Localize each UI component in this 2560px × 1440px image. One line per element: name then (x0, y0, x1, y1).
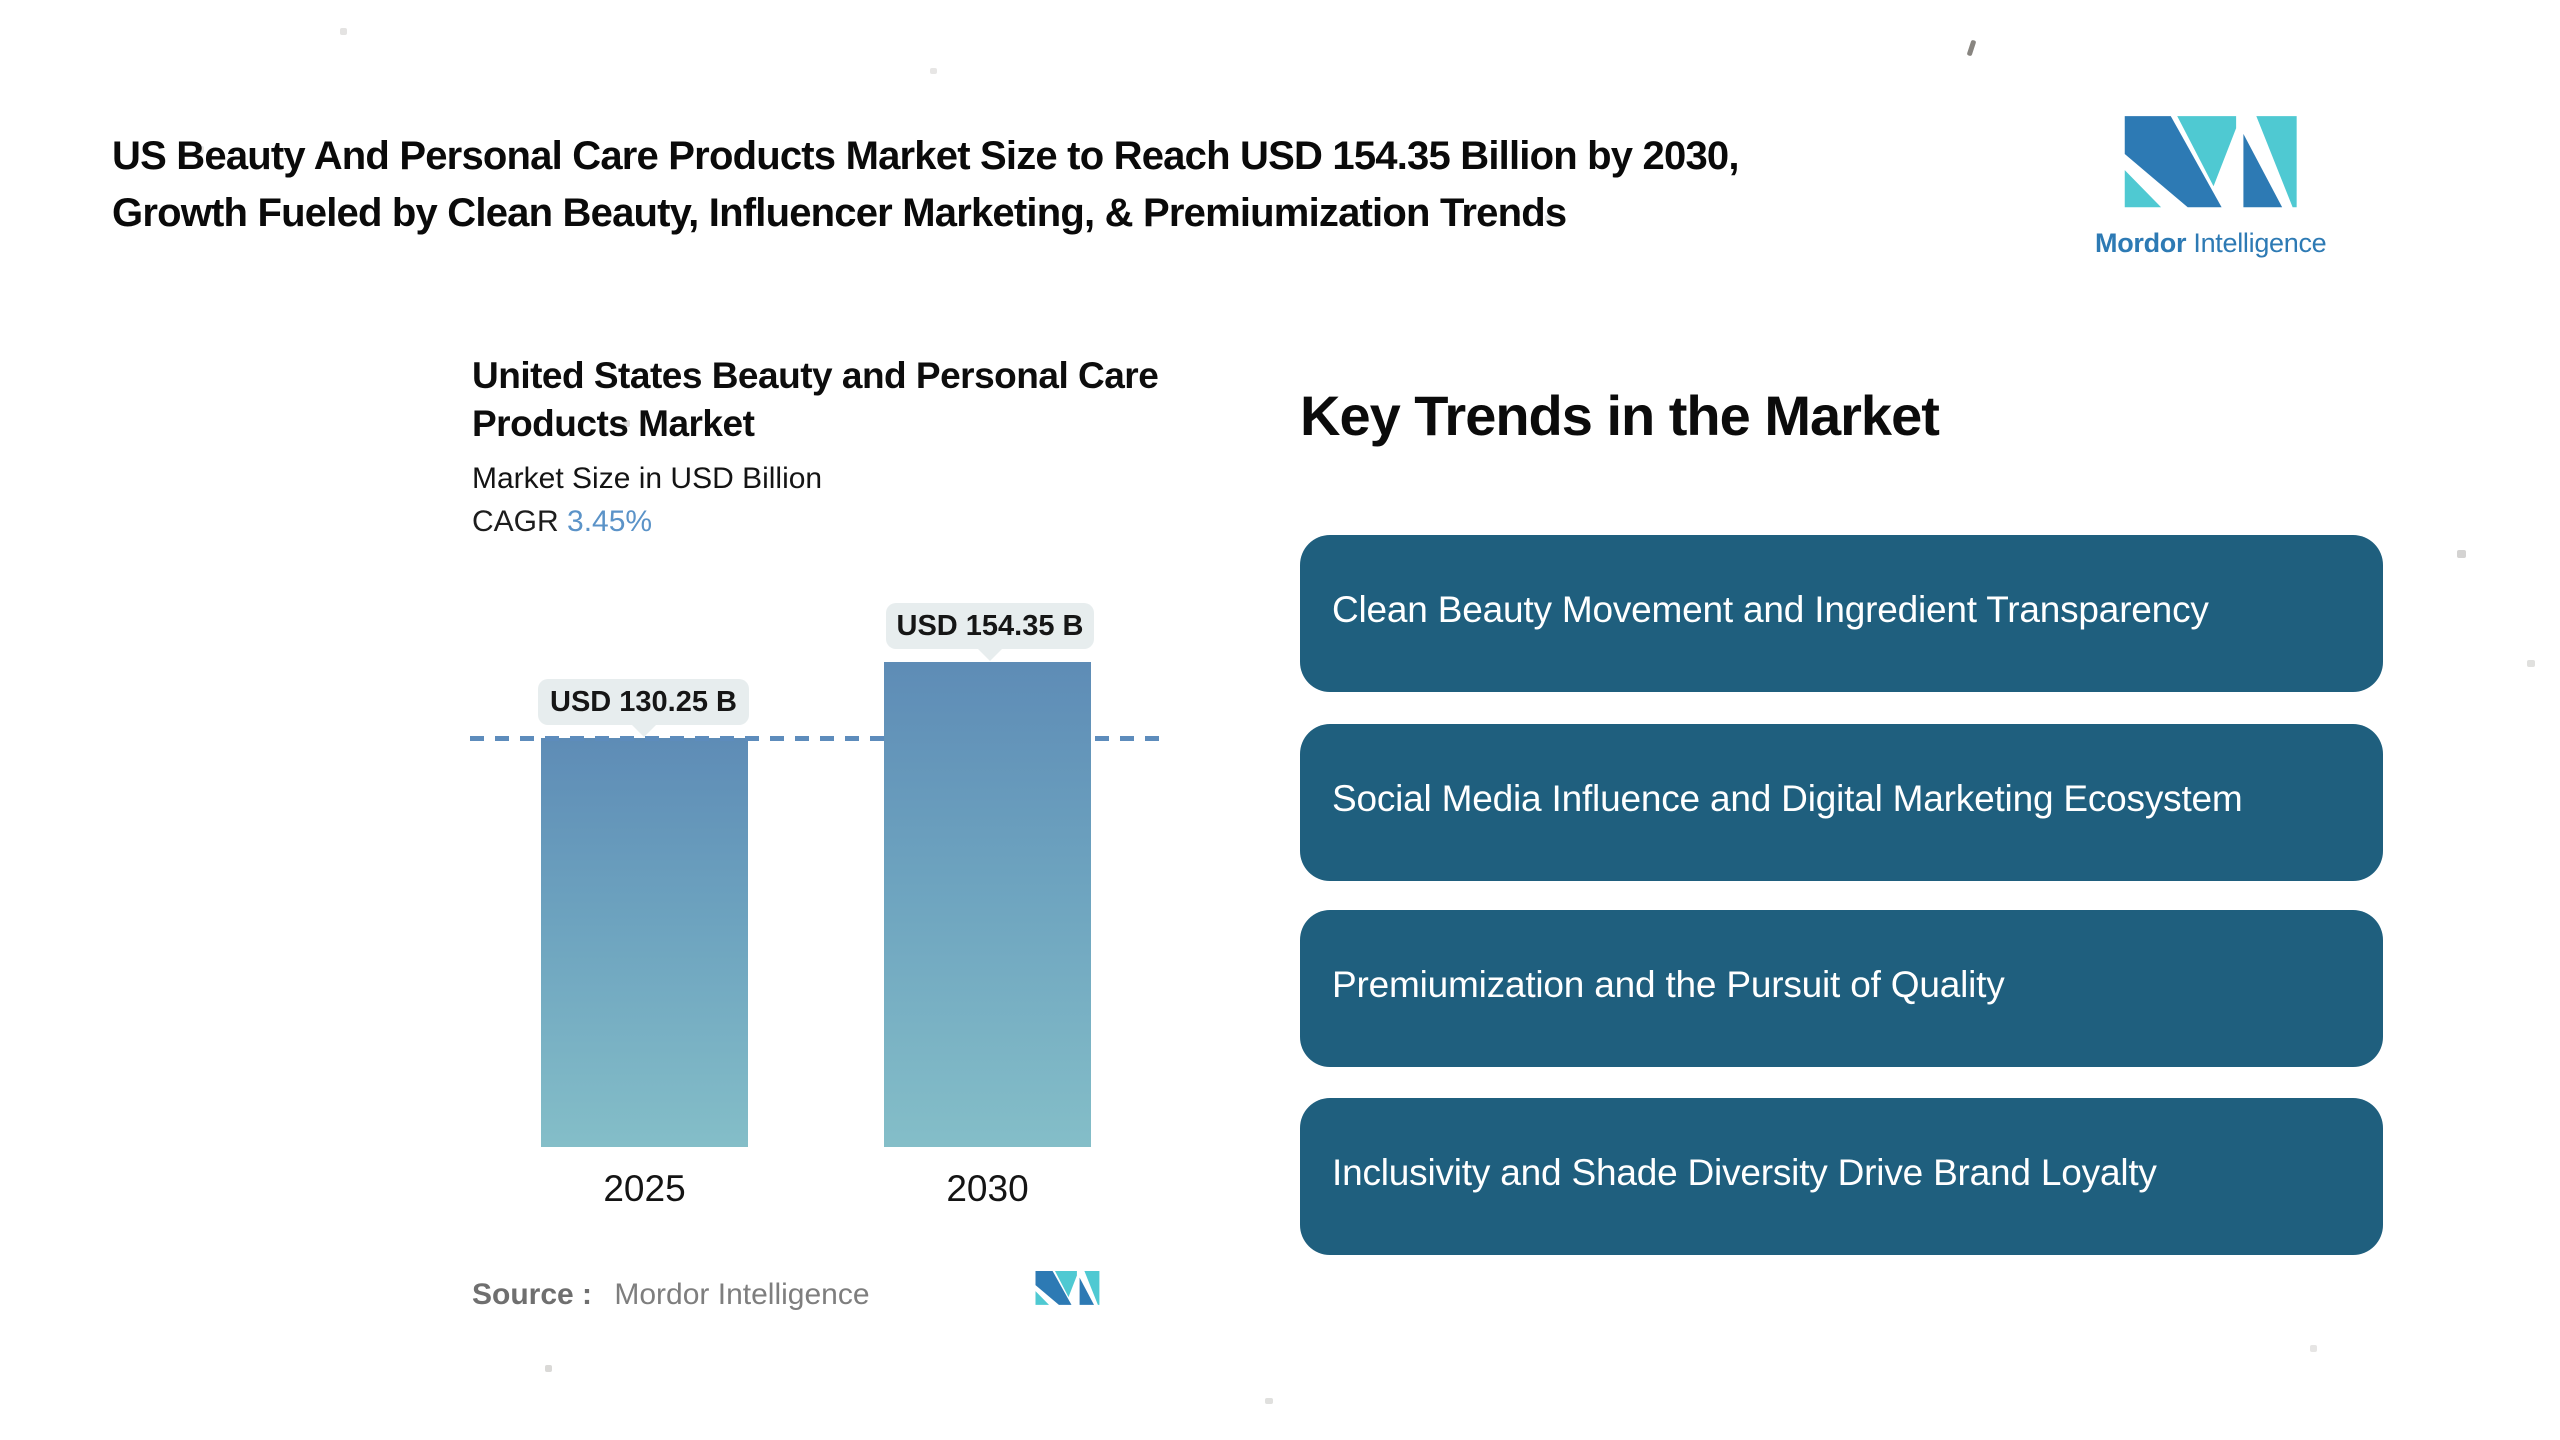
source-label: Source : (472, 1278, 593, 1311)
x-axis-label-2025: 2025 (603, 1168, 686, 1209)
trend-pill-premiumization: Premiumization and the Pursuit of Qualit… (1300, 910, 2383, 1067)
source-value: Mordor Intelligence (614, 1278, 870, 1311)
mordor-intelligence-logo-icon (2108, 108, 2311, 221)
bar-2030 (884, 662, 1091, 1147)
trend-pill-social-media: Social Media Influence and Digital Marke… (1300, 724, 2383, 881)
chart-title: United States Beauty and Personal Care P… (472, 355, 1159, 445)
mordor-intelligence-mark-icon (1034, 1268, 1100, 1310)
page-title: US Beauty And Personal Care Products Mar… (112, 134, 1739, 235)
reference-dashed-line (470, 736, 1162, 741)
value-callout-2025: USD 130.25 B (538, 679, 749, 725)
trend-pill-label: Premiumization and the Pursuit of Qualit… (1332, 963, 2005, 1005)
value-callout-2030: USD 154.35 B (886, 603, 1094, 649)
paper-speck (1966, 39, 1977, 57)
chart-subtitle: Market Size in USD Billion (472, 462, 823, 496)
paper-speck (2457, 550, 2466, 558)
trend-pill-inclusivity: Inclusivity and Shade Diversity Drive Br… (1300, 1098, 2383, 1255)
key-trends-heading: Key Trends in the Market (1300, 384, 1940, 447)
source-line: Source : Mordor Intelligence (472, 1278, 870, 1312)
paper-speck (2527, 660, 2535, 667)
value-label-2025: USD 130.25 B (550, 686, 737, 718)
bar-2025 (541, 738, 748, 1147)
paper-speck (1265, 1398, 1273, 1404)
brand-wordmark: Mordor Intelligence (2095, 228, 2375, 259)
trend-pill-label: Inclusivity and Shade Diversity Drive Br… (1332, 1151, 2157, 1193)
trend-pill-clean-beauty: Clean Beauty Movement and Ingredient Tra… (1300, 535, 2383, 692)
paper-speck (2310, 1345, 2317, 1352)
paper-speck (545, 1365, 552, 1372)
brand-name-bold: Mordor (2095, 228, 2187, 258)
cagr-label: CAGR (472, 505, 559, 539)
paper-speck (930, 68, 937, 74)
cagr-value: 3.45% (567, 505, 653, 539)
paper-speck (340, 28, 347, 35)
chart-cagr: CAGR 3.45% (472, 505, 1182, 539)
chart-header: United States Beauty and Personal Care P… (472, 352, 1182, 539)
trend-pill-label: Clean Beauty Movement and Ingredient Tra… (1332, 588, 2209, 630)
value-label-2030: USD 154.35 B (896, 610, 1084, 642)
trend-pill-label: Social Media Influence and Digital Marke… (1332, 777, 2243, 819)
brand-logo: Mordor Intelligence (2095, 108, 2375, 259)
x-axis-label-2030: 2030 (946, 1168, 1029, 1209)
brand-name-light: Intelligence (2193, 228, 2327, 258)
